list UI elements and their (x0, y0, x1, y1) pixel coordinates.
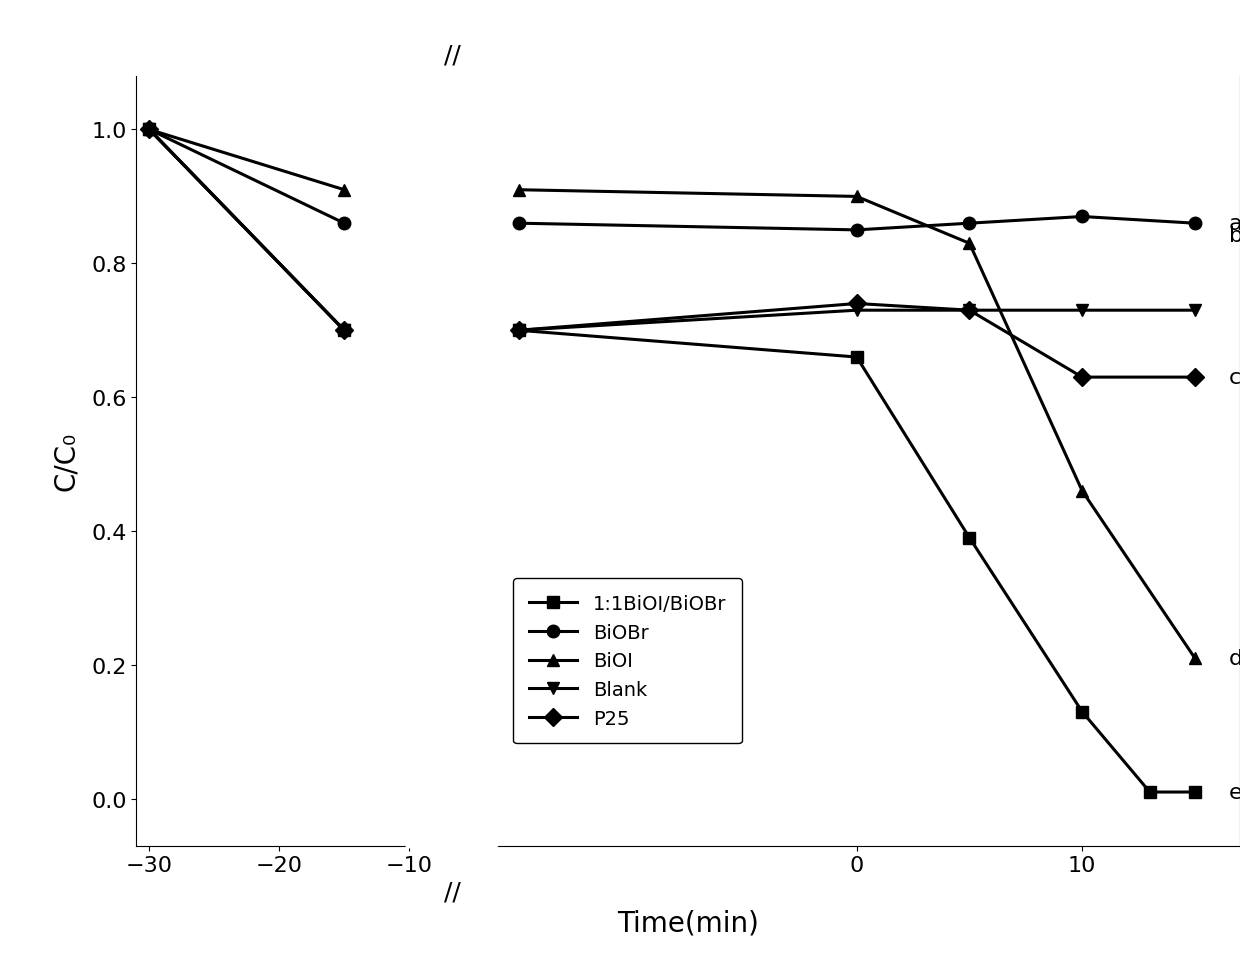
Text: e: e (1229, 782, 1240, 802)
Text: d: d (1229, 649, 1240, 669)
Text: c: c (1229, 368, 1240, 387)
Text: a: a (1229, 214, 1240, 234)
Text: b: b (1229, 225, 1240, 245)
Text: //: // (444, 43, 461, 67)
Y-axis label: C/C₀: C/C₀ (52, 431, 81, 491)
Text: Time(min): Time(min) (618, 908, 759, 937)
Text: //: // (444, 879, 461, 903)
Legend: 1:1BiOI/BiOBr, BiOBr, BiOI, Blank, P25: 1:1BiOI/BiOBr, BiOBr, BiOI, Blank, P25 (513, 579, 742, 744)
